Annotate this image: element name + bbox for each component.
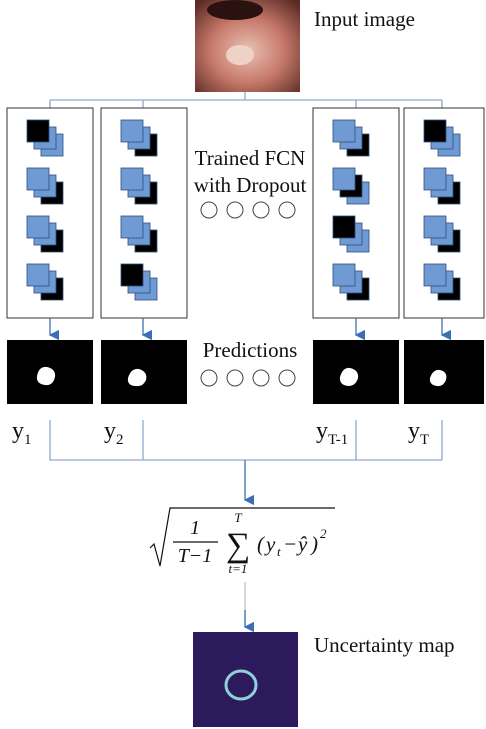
uncertainty-label: Uncertainty map [314, 633, 455, 657]
predictions-label: Predictions [203, 338, 298, 362]
layer-square [121, 168, 143, 190]
fcn-boxes [7, 108, 484, 318]
ellipsis [201, 370, 295, 386]
layer-square [424, 264, 446, 286]
output-base: y [408, 418, 420, 444]
layer-square [27, 216, 49, 238]
sum-upper: T [234, 510, 242, 525]
fcn-label: Trained FCN [195, 146, 306, 170]
output-sub: 1 [24, 432, 32, 448]
y: y [264, 532, 276, 556]
paren: ( [257, 532, 266, 556]
diagram: Input image Trained FCN with Dropout Pre… [0, 0, 486, 729]
exponent: 2 [320, 526, 327, 541]
photo-detail [226, 45, 254, 65]
input-label: Input image [314, 7, 415, 31]
layer-square [424, 216, 446, 238]
layer-square [424, 120, 446, 142]
output-sub: T-1 [328, 432, 348, 448]
layer-square [121, 216, 143, 238]
minus: − [283, 532, 297, 556]
arrows [50, 318, 442, 335]
layer-square [27, 264, 49, 286]
layer-square [333, 264, 355, 286]
yhat: ŷ [296, 532, 308, 556]
connector [50, 92, 442, 108]
layer-square [27, 168, 49, 190]
output-label: yT [408, 418, 429, 448]
layer-square [333, 120, 355, 142]
numerator: 1 [190, 517, 200, 539]
formula: 1 T−1 ∑ T t=1 ( y t − ŷ ) 2 [150, 508, 335, 576]
ellipsis [201, 202, 295, 218]
output-sub: T [420, 432, 429, 448]
paren: ) [310, 532, 318, 556]
fcn-label: with Dropout [194, 173, 307, 197]
layer-square [121, 120, 143, 142]
output-label: y1 [12, 418, 32, 448]
layer-square [27, 120, 49, 142]
output-sub: 2 [116, 432, 124, 448]
output-base: y [12, 418, 24, 444]
sum-lower: t=1 [229, 561, 248, 576]
output-label: yT-1 [316, 418, 348, 448]
y-sub: t [277, 544, 281, 559]
photo-detail [207, 0, 263, 20]
uncertainty-map [193, 632, 298, 727]
output-label: y2 [104, 418, 124, 448]
layer-square [424, 168, 446, 190]
output-base: y [104, 418, 116, 444]
sum-sign: ∑ [226, 527, 250, 564]
layer-square [333, 216, 355, 238]
layer-square [121, 264, 143, 286]
output-base: y [316, 418, 328, 444]
denominator: T−1 [178, 545, 213, 567]
layer-square [333, 168, 355, 190]
